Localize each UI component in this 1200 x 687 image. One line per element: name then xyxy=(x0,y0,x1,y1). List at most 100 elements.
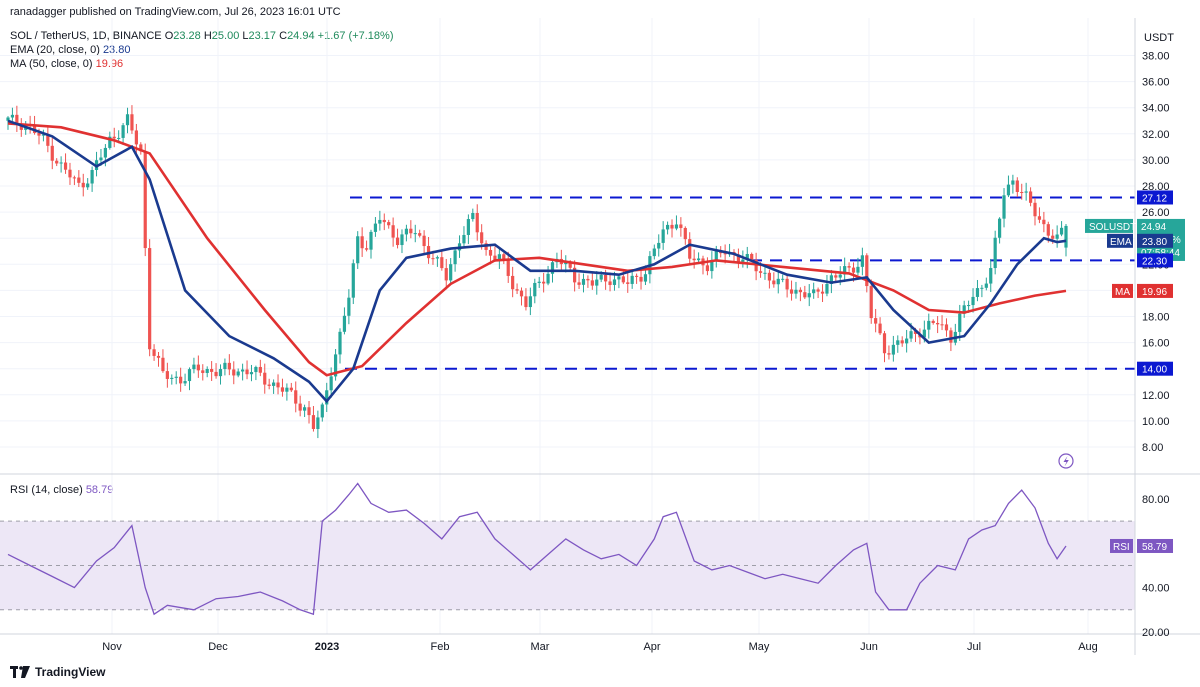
time-axis[interactable]: Nov Dec 2023 Feb Mar Apr May Jun Jul Aug xyxy=(102,641,1098,653)
candle xyxy=(670,224,674,229)
low-value: 23.17 xyxy=(248,30,277,42)
price-tick-label: 12.00 xyxy=(1142,390,1170,402)
candle xyxy=(688,239,692,259)
level-27-tag-bg xyxy=(1137,190,1173,205)
candle xyxy=(1037,216,1042,220)
ema-tag-name: EMA xyxy=(1110,237,1132,248)
candle xyxy=(77,177,81,183)
candle xyxy=(223,362,227,370)
candle xyxy=(674,224,679,229)
candle xyxy=(657,242,661,249)
candle xyxy=(989,268,993,284)
candle xyxy=(612,279,617,285)
candle xyxy=(347,297,351,316)
candle xyxy=(528,296,532,308)
candle xyxy=(298,403,302,411)
candle xyxy=(542,281,546,284)
ema-legend-label: EMA (20, close, 0) xyxy=(10,44,100,56)
candle xyxy=(431,258,435,260)
rsi-tag-value: 58.79 xyxy=(1142,542,1167,553)
rsi-legend[interactable]: RSI (14, close) 58.79 xyxy=(10,483,113,497)
candle xyxy=(1006,184,1011,196)
candle xyxy=(997,218,1002,238)
candle xyxy=(635,275,639,277)
candle xyxy=(621,276,625,283)
symbol-name[interactable]: SOL / TetherUS, 1D, BINANCE xyxy=(10,30,162,42)
candle xyxy=(165,371,169,379)
candle xyxy=(1064,225,1068,248)
candle xyxy=(581,278,586,285)
candle xyxy=(825,283,829,294)
candle xyxy=(475,212,479,233)
candle xyxy=(586,278,590,281)
candle xyxy=(595,279,599,286)
time-tick-label: 2023 xyxy=(315,641,339,653)
level-22-tag: 22.30 xyxy=(1142,256,1167,267)
candle xyxy=(891,344,895,355)
ma-legend-value: 19.96 xyxy=(95,58,124,70)
candle xyxy=(258,366,262,373)
price-tags: SOLUSDT 24.94 −22.21% 07:58:44 27.12 EMA… xyxy=(1085,190,1185,553)
level-22-tag-bg xyxy=(1137,253,1173,268)
candle xyxy=(962,305,966,314)
candle xyxy=(936,322,940,325)
rsi-tick-label: 80.00 xyxy=(1142,494,1170,506)
candle xyxy=(395,237,400,246)
price-tick-label: 38.00 xyxy=(1142,51,1170,63)
candle xyxy=(550,262,555,274)
rsi-legend-value: 58.79 xyxy=(85,484,114,496)
ma-legend[interactable]: MA (50, close, 0) 19.96 xyxy=(10,57,123,71)
ma-tag-value: 19.96 xyxy=(1142,287,1167,298)
candle xyxy=(86,183,90,188)
price-tick-label: 26.00 xyxy=(1142,207,1170,219)
candle xyxy=(232,369,236,376)
candle xyxy=(130,114,134,131)
candle xyxy=(364,248,369,250)
price-tick-label: 10.00 xyxy=(1142,416,1170,428)
candle xyxy=(931,320,935,323)
candle xyxy=(922,329,926,338)
candle xyxy=(630,275,634,284)
candle xyxy=(174,376,178,378)
candle xyxy=(537,281,541,283)
candle xyxy=(1002,195,1006,219)
open-value: 23.28 xyxy=(173,30,201,42)
time-tick-label: Nov xyxy=(102,641,122,653)
candle xyxy=(351,263,355,298)
ma-legend-label: MA (50, close, 0) xyxy=(10,58,93,70)
candle xyxy=(874,318,878,324)
price-tick-label: 34.00 xyxy=(1142,103,1170,115)
time-tick-label: Jun xyxy=(860,641,878,653)
candle xyxy=(851,267,856,273)
candle xyxy=(356,236,360,264)
currency-label[interactable]: USDT xyxy=(1144,32,1174,44)
candle xyxy=(134,130,138,145)
ema-legend[interactable]: EMA (20, close, 0) 23.80 xyxy=(10,43,130,57)
candle xyxy=(369,231,373,250)
lightning-icon[interactable] xyxy=(1058,453,1074,469)
candle xyxy=(121,125,125,138)
tradingview-logo[interactable]: TradingView xyxy=(10,665,105,679)
candle xyxy=(905,338,909,344)
candle xyxy=(781,278,785,280)
candle xyxy=(333,354,338,377)
ma-tag-bg xyxy=(1137,283,1173,298)
candle xyxy=(763,272,767,274)
candle xyxy=(758,271,763,273)
level-27-tag: 27.12 xyxy=(1142,193,1167,204)
time-tick-label: Apr xyxy=(643,641,660,653)
candle xyxy=(794,289,798,294)
candle xyxy=(413,233,417,235)
candle xyxy=(1042,219,1046,225)
ema-line xyxy=(7,119,1067,404)
candle xyxy=(391,225,395,238)
candle xyxy=(745,253,749,260)
candle xyxy=(81,182,85,188)
ma-tag-name: MA xyxy=(1115,287,1130,298)
candle xyxy=(302,407,307,411)
candle xyxy=(608,281,612,285)
publish-note: ranadagger published on TradingView.com,… xyxy=(10,6,341,18)
candle xyxy=(462,234,466,244)
